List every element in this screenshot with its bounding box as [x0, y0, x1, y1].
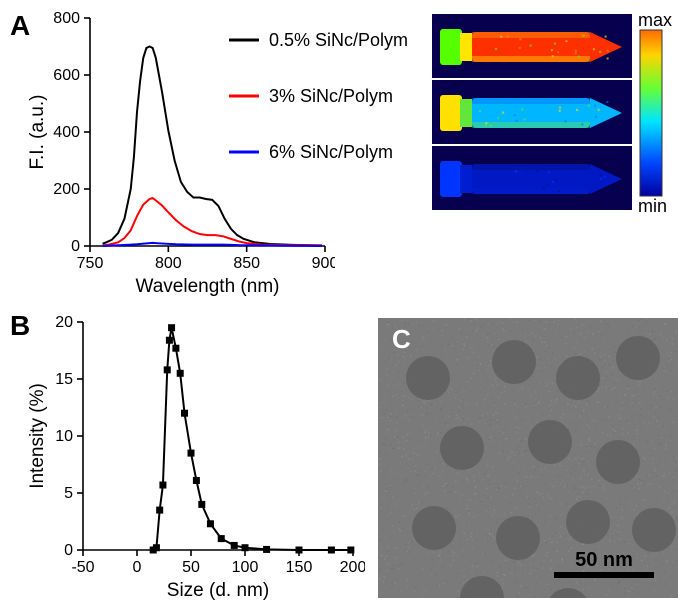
- ytick: 600: [53, 67, 80, 84]
- nanoparticle: [596, 440, 640, 484]
- nanoparticle: [496, 516, 540, 560]
- marker: [207, 520, 214, 527]
- marker: [164, 366, 171, 373]
- dls-size-chart-series-0: [153, 328, 351, 550]
- marker: [177, 370, 184, 377]
- xtick: 750: [77, 255, 104, 272]
- ytick: 0: [64, 542, 73, 559]
- colorbar: max min: [638, 14, 690, 218]
- scale-bar-label: 50 nm: [575, 549, 633, 571]
- nanoparticle: [528, 420, 572, 464]
- dls-size-chart-ylabel: Intensity (%): [27, 383, 48, 489]
- ytick: 800: [53, 10, 80, 27]
- legend-label: 3% SiNc/Polym: [269, 86, 393, 106]
- marker: [328, 547, 335, 554]
- xtick: 150: [286, 559, 313, 576]
- marker: [296, 547, 303, 554]
- ytick: 0: [71, 238, 80, 255]
- marker: [188, 450, 195, 457]
- tube-6pct-cap: [440, 161, 462, 197]
- nanoparticle: [406, 356, 450, 400]
- nanoparticle: [616, 336, 660, 380]
- ytick: 10: [55, 428, 73, 445]
- colorbar-gradient: [640, 30, 662, 196]
- nanoparticle: [492, 340, 536, 384]
- marker: [153, 544, 160, 551]
- marker: [172, 345, 179, 352]
- tem-micrograph: C 50 nm: [378, 318, 678, 598]
- fluorescence-spectra-chart-ylabel: F.I. (a.u.): [27, 95, 48, 170]
- legend-label: 6% SiNc/Polym: [269, 142, 393, 162]
- legend: 0.5% SiNc/Polym 3% SiNc/Polym 6% SiNc/Poly…: [225, 20, 435, 190]
- ytick: 200: [53, 181, 80, 198]
- dls-size-chart-xlabel: Size (d. nm): [167, 580, 269, 601]
- xtick: 200: [340, 559, 365, 576]
- tube-3pct-cap: [440, 95, 462, 131]
- nanoparticle: [632, 508, 676, 552]
- legend-label: 0.5% SiNc/Polym: [269, 30, 408, 50]
- xtick: -50: [71, 559, 94, 576]
- tube-0_5pct-neck: [460, 33, 472, 61]
- marker: [231, 542, 238, 549]
- fluorescence-spectra-chart-series-1: [103, 198, 322, 245]
- tube-0_5pct-cap: [440, 29, 462, 65]
- marker: [218, 535, 225, 542]
- dls-size-chart: -5005010015020005101520Size (d. nm)Inten…: [25, 312, 365, 602]
- nanoparticle: [412, 506, 456, 550]
- marker: [168, 324, 175, 331]
- ytick: 15: [55, 371, 73, 388]
- marker: [347, 547, 354, 554]
- marker: [263, 546, 270, 553]
- fluorescence-spectra-chart-xlabel: Wavelength (nm): [136, 276, 280, 297]
- marker: [159, 482, 166, 489]
- xtick: 50: [182, 559, 200, 576]
- scale-bar: [554, 572, 654, 578]
- nanoparticle: [566, 500, 610, 544]
- xtick: 100: [232, 559, 259, 576]
- marker: [166, 337, 173, 344]
- marker: [193, 477, 200, 484]
- ytick: 5: [64, 485, 73, 502]
- colorbar-min: min: [638, 196, 667, 216]
- xtick: 0: [133, 559, 142, 576]
- nanoparticle: [556, 356, 600, 400]
- nanoparticle: [440, 426, 484, 470]
- fluorescence-tubes: [432, 14, 632, 212]
- xtick: 850: [233, 255, 260, 272]
- marker: [242, 544, 249, 551]
- xtick: 800: [155, 255, 182, 272]
- xtick: 900: [312, 255, 335, 272]
- ytick: 400: [53, 124, 80, 141]
- tube-6pct-neck: [460, 165, 472, 193]
- tube-3pct-neck: [460, 99, 472, 127]
- colorbar-max: max: [638, 14, 672, 30]
- marker: [156, 507, 163, 514]
- marker: [198, 501, 205, 508]
- panel-c-label: C: [392, 324, 411, 354]
- ytick: 20: [55, 314, 73, 331]
- marker: [181, 410, 188, 417]
